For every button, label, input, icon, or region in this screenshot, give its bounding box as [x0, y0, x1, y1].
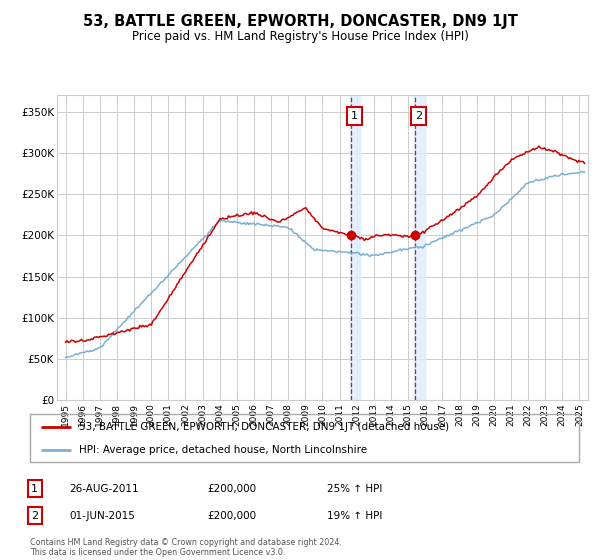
Text: £200,000: £200,000 — [207, 484, 256, 494]
Text: 25% ↑ HPI: 25% ↑ HPI — [327, 484, 382, 494]
Text: 53, BATTLE GREEN, EPWORTH, DONCASTER, DN9 1JT (detached house): 53, BATTLE GREEN, EPWORTH, DONCASTER, DN… — [79, 422, 449, 432]
Text: 2: 2 — [415, 111, 422, 121]
Text: 1: 1 — [350, 111, 358, 121]
Text: £200,000: £200,000 — [207, 511, 256, 521]
Text: 01-JUN-2015: 01-JUN-2015 — [69, 511, 135, 521]
Text: Price paid vs. HM Land Registry's House Price Index (HPI): Price paid vs. HM Land Registry's House … — [131, 30, 469, 43]
Text: 53, BATTLE GREEN, EPWORTH, DONCASTER, DN9 1JT: 53, BATTLE GREEN, EPWORTH, DONCASTER, DN… — [83, 14, 517, 29]
Text: 2: 2 — [31, 511, 38, 521]
Bar — [350, 95, 360, 400]
Text: 26-AUG-2011: 26-AUG-2011 — [69, 484, 139, 494]
Bar — [415, 95, 425, 400]
Text: HPI: Average price, detached house, North Lincolnshire: HPI: Average price, detached house, Nort… — [79, 445, 368, 455]
Text: 1: 1 — [31, 484, 38, 494]
Text: Contains HM Land Registry data © Crown copyright and database right 2024.
This d: Contains HM Land Registry data © Crown c… — [30, 538, 342, 557]
Text: 19% ↑ HPI: 19% ↑ HPI — [327, 511, 382, 521]
